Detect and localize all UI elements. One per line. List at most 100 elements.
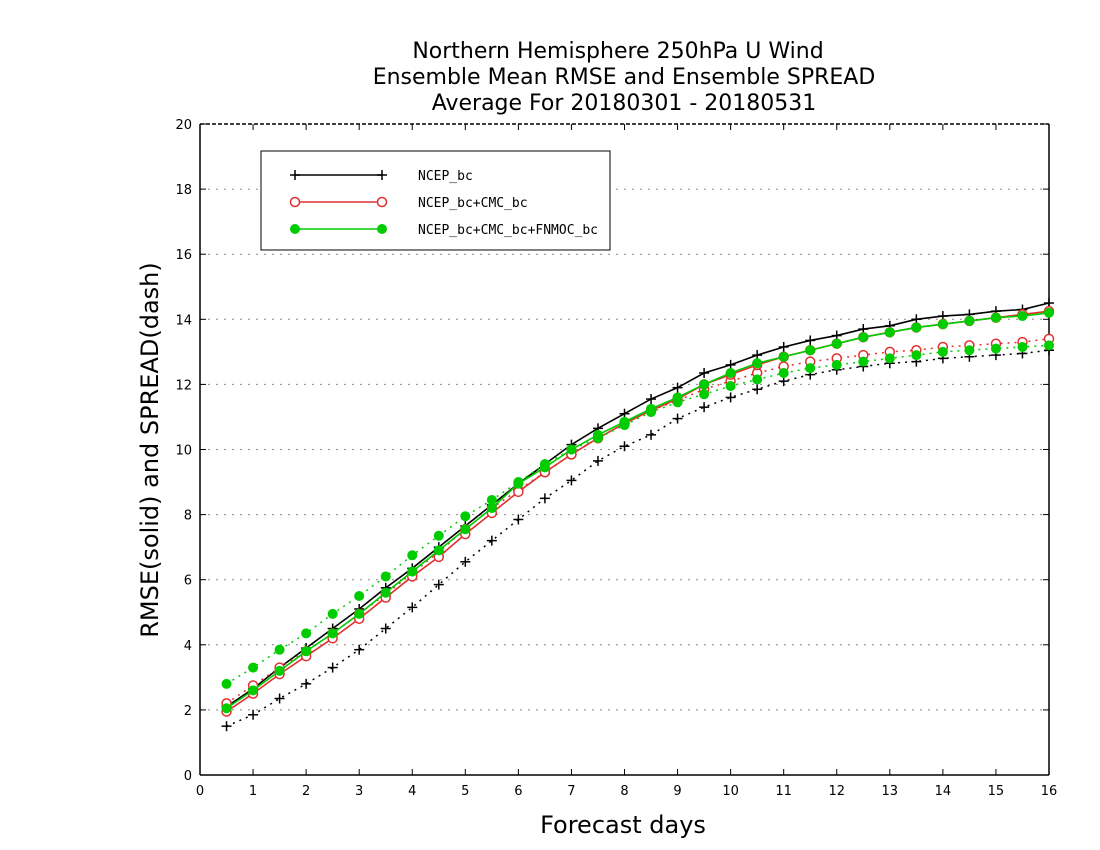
legend-label-1: NCEP_bc+CMC_bc — [418, 196, 528, 211]
title-line-1: Northern Hemisphere 250hPa U Wind — [412, 39, 823, 64]
x-tick-label-3: 3 — [355, 784, 363, 799]
series-0-rmse-point-21 — [778, 341, 789, 352]
x-tick-label-1: 1 — [249, 784, 257, 799]
x-tick-label-8: 8 — [620, 784, 628, 799]
x-tick-label-6: 6 — [514, 784, 522, 799]
series-0-rmse-point-22 — [805, 335, 816, 346]
series-2-spread-point-25 — [884, 353, 895, 364]
series-2-rmse-point-11 — [513, 478, 524, 489]
series-2-spread-point-28 — [964, 345, 975, 356]
legend-marker-start-2 — [290, 224, 300, 234]
series-0-rmse-point-18 — [699, 368, 710, 379]
series-2-spread-point-29 — [990, 343, 1001, 354]
series-2-rmse-point-9 — [460, 524, 471, 535]
series-2-rmse-point-7 — [407, 566, 418, 577]
y-tick-label-10: 10 — [175, 444, 192, 459]
x-tick-label-7: 7 — [567, 784, 575, 799]
title-line-2: Ensemble Mean RMSE and Ensemble SPREAD — [373, 65, 876, 90]
series-2-rmse-point-10 — [486, 503, 497, 514]
series-2-spread-point-19 — [725, 381, 736, 392]
series-2-spread-point-21 — [778, 368, 789, 379]
series-2-rmse-point-0 — [221, 703, 232, 714]
x-axis-label: Forecast days — [540, 811, 706, 839]
x-tick-label-5: 5 — [461, 784, 469, 799]
series-2-spread-point-31 — [1044, 340, 1054, 351]
x-tick-label-11: 11 — [775, 784, 792, 799]
series-0-spread-point-0 — [221, 721, 232, 732]
series-0-spread-point-6 — [380, 623, 391, 634]
legend-label-2: NCEP_bc+CMC_bc+FNMOC_bc — [418, 223, 598, 238]
series-2-spread-point-30 — [1017, 341, 1028, 352]
series-0-spread-point-19 — [725, 392, 736, 403]
series-2-rmse-point-1 — [248, 685, 259, 696]
series-2-rmse-point-17 — [672, 392, 683, 403]
series-0-spread-point-3 — [301, 678, 312, 689]
legend-marker-start-1 — [289, 196, 301, 208]
series-2-spread-point-18 — [699, 389, 710, 400]
series-0-spread-point-12 — [539, 493, 550, 504]
series-0-spread-point-10 — [486, 535, 497, 546]
legend-marker-start-0 — [290, 170, 300, 180]
series-2-rmse-point-16 — [646, 403, 657, 414]
series-2-spread-point-2 — [274, 644, 285, 655]
series-0-spread-point-9 — [460, 556, 471, 567]
series-2-spread-point-9 — [460, 511, 471, 522]
series-0-spread-point-16 — [646, 429, 657, 440]
series-2-rmse-point-8 — [433, 545, 444, 556]
series-2-rmse-point-3 — [301, 646, 312, 657]
x-tick-label-4: 4 — [408, 784, 416, 799]
y-tick-label-20: 20 — [175, 118, 192, 133]
series-2-rmse-point-19 — [725, 368, 736, 379]
series-2-rmse-point-4 — [327, 628, 338, 639]
x-tick-label-15: 15 — [988, 784, 1005, 799]
y-tick-label-6: 6 — [184, 574, 192, 589]
y-tick-label-12: 12 — [175, 378, 192, 393]
series-0-spread-point-4 — [327, 662, 338, 673]
series-2-spread-point-0 — [221, 678, 232, 689]
series-0-rmse-point-17 — [672, 382, 683, 393]
series-2-spread-point-24 — [858, 356, 869, 367]
series-0-spread-point-14 — [592, 455, 603, 466]
title-line-3: Average For 20180301 - 20180531 — [432, 91, 817, 116]
series-2-spread-point-3 — [301, 628, 312, 639]
x-tick-label-14: 14 — [935, 784, 952, 799]
series-0-spread-point-15 — [619, 441, 630, 452]
legend-marker-end-0 — [377, 170, 387, 180]
series-2-rmse-point-20 — [752, 358, 763, 369]
x-tick-label-13: 13 — [882, 784, 899, 799]
series-2-spread-point-27 — [937, 346, 948, 357]
series-2-rmse-point-5 — [354, 608, 365, 619]
series-2-spread-point-8 — [433, 530, 444, 541]
series-0-spread-point-20 — [752, 384, 763, 395]
series-2-rmse-point-25 — [884, 327, 895, 338]
series-2-spread-point-6 — [380, 571, 391, 582]
series-2-rmse-point-21 — [778, 351, 789, 362]
series-2-rmse-point-31 — [1044, 307, 1054, 318]
series-0-rmse-line — [226, 302, 1050, 708]
series-2-spread-point-23 — [831, 359, 842, 370]
series-2-rmse-point-27 — [937, 319, 948, 330]
series-0-spread-point-1 — [248, 709, 259, 720]
y-tick-label-0: 0 — [184, 769, 192, 784]
legend-label-0: NCEP_bc — [418, 169, 473, 184]
y-tick-label-14: 14 — [175, 313, 192, 328]
series-0-spread-point-11 — [513, 514, 524, 525]
series-2-spread-point-20 — [752, 374, 763, 385]
series-2-rmse-point-23 — [831, 338, 842, 349]
series-0-spread-point-17 — [672, 413, 683, 424]
axes — [199, 123, 1050, 776]
series-0-spread-point-5 — [354, 644, 365, 655]
x-tick-label-16: 16 — [1041, 784, 1058, 799]
series-2-rmse-point-13 — [566, 444, 577, 455]
x-tick-label-10: 10 — [722, 784, 739, 799]
y-tick-label-4: 4 — [184, 639, 192, 654]
x-tick-label-9: 9 — [673, 784, 681, 799]
series-2-rmse-point-29 — [990, 312, 1001, 323]
series-0-rmse-point-16 — [646, 394, 657, 405]
chart-title: Northern Hemisphere 250hPa U Wind Ensemb… — [373, 39, 876, 116]
y-tick-label-18: 18 — [175, 183, 192, 198]
series-0-spread-point-7 — [407, 602, 418, 613]
series-2-rmse-point-2 — [274, 665, 285, 676]
y-tick-label-16: 16 — [175, 248, 192, 263]
y-tick-label-2: 2 — [184, 704, 192, 719]
